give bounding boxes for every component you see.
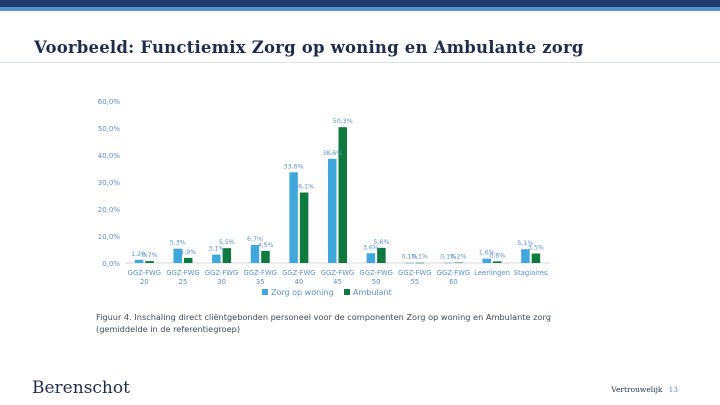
bar-ambulant	[531, 253, 541, 263]
legend-label: Zorg op woning	[271, 288, 334, 297]
figure-caption: Figuur 4. Inschaling direct cliëntgebond…	[96, 311, 556, 335]
bar-value-label: 5,6%	[373, 239, 389, 246]
x-tick-label: 20	[140, 278, 149, 286]
caption-line-2: (gemiddelde in de referentiegroep)	[96, 324, 241, 334]
bar-zorg-op-woning	[173, 248, 182, 263]
bar-zorg-op-woning	[521, 249, 530, 263]
y-tick-label: 0,0%	[102, 260, 120, 268]
bar-value-label: 33,6%	[284, 163, 304, 170]
x-tick-label: 50	[372, 278, 381, 286]
bar-value-label: 0,2%	[451, 253, 467, 260]
x-tick-label: 55	[410, 278, 419, 286]
bar-value-label: 5,1%	[517, 240, 533, 247]
bar-ambulant	[415, 262, 425, 264]
top-accent-stripe	[0, 7, 720, 11]
x-tick-label: GGZ-FWG	[282, 269, 315, 277]
bar-ambulant	[222, 248, 232, 263]
bar-value-label: 5,5%	[219, 239, 235, 246]
bar-ambulant	[183, 257, 193, 263]
bar-zorg-op-woning	[289, 172, 298, 263]
page-number: 13	[668, 385, 678, 394]
bar-ambulant	[299, 192, 309, 263]
top-accent-bar	[0, 0, 720, 7]
bar-value-label: 0,1%	[412, 254, 428, 261]
bar-value-label: 3,5%	[528, 245, 544, 252]
y-axis: 0,0% 10,0% 20,0% 30,0% 40,0% 50,0% 60,0%	[98, 98, 121, 268]
bar-ambulant	[261, 250, 270, 263]
footer-meta: Vertrouwelijk 13	[611, 385, 678, 394]
bar-value-label: 1,6%	[479, 250, 495, 257]
y-tick-label: 20,0%	[98, 206, 121, 214]
bar-ambulant	[454, 262, 463, 264]
bar-value-label: 1,9%	[180, 249, 196, 256]
y-tick-label: 10,0%	[98, 233, 121, 241]
bar-value-label: 0,1%	[402, 254, 418, 261]
bar-zorg-op-woning	[328, 158, 337, 263]
y-tick-label: 50,0%	[98, 125, 121, 133]
legend-label: Ambulant	[353, 288, 392, 297]
y-tick-label: 30,0%	[98, 179, 121, 187]
x-tick-label: GGZ-FWG	[128, 269, 161, 277]
bar-value-label: 6,7%	[247, 236, 263, 243]
bar-value-label: 3,6%	[363, 244, 379, 251]
bar-value-label: 0,7%	[142, 252, 158, 259]
slide-title: Voorbeeld: Functiemix Zorg op woning en …	[34, 38, 584, 57]
x-tick-label: 35	[256, 278, 265, 286]
bar-zorg-op-woning	[443, 262, 453, 264]
title-divider	[0, 62, 720, 63]
bar-value-label: 38,6%	[322, 150, 342, 157]
bar-zorg-op-woning	[212, 254, 221, 263]
x-tick-label: Stagiaires	[514, 269, 548, 277]
bars	[134, 127, 541, 264]
bar-ambulant	[338, 127, 347, 263]
x-tick-label: GGZ-FWG	[244, 269, 277, 277]
caption-line-1: Figuur 4. Inschaling direct cliëntgebond…	[96, 312, 551, 322]
x-tick-label: 30	[217, 278, 226, 286]
bar-ambulant	[145, 261, 154, 263]
x-tick-label: 60	[449, 278, 458, 286]
bar-value-label: 5,3%	[170, 240, 186, 247]
bar-value-label: 3,1%	[208, 246, 224, 253]
legend-swatch-zorg-op-woning	[262, 289, 268, 295]
x-tick-label: Leerlingen	[474, 269, 510, 277]
x-axis-labels: GGZ-FWG20GGZ-FWG25GGZ-FWG30GGZ-FWG35GGZ-…	[128, 269, 548, 286]
chart-legend: Zorg op woning Ambulant	[262, 288, 392, 297]
value-labels: 1,2%0,7% 5,3% 1,9% 3,1%5,5% 6,7%4,5% 33,6% 26,…	[131, 118, 544, 261]
bar-zorg-op-woning	[134, 259, 144, 263]
x-tick-label: GGZ-FWG	[205, 269, 238, 277]
bar-value-label: 26,1%	[294, 184, 314, 191]
bar-value-label: 4,5%	[257, 242, 273, 249]
x-tick-label: 45	[333, 278, 342, 286]
bar-value-label: 50,3%	[333, 118, 353, 125]
x-tick-label: GGZ-FWG	[321, 269, 354, 277]
bar-zorg-op-woning	[482, 258, 492, 263]
confidential-label: Vertrouwelijk	[611, 385, 663, 394]
bar-value-label: 0,6%	[489, 252, 505, 259]
x-tick-label: GGZ-FWG	[166, 269, 199, 277]
bar-value-label: 0,1%	[440, 254, 456, 261]
bar-zorg-op-woning	[405, 262, 414, 264]
brand-logo-text: Berenschot	[32, 378, 130, 398]
bar-zorg-op-woning	[250, 244, 260, 263]
x-tick-label: 25	[179, 278, 188, 286]
x-tick-label: GGZ-FWG	[359, 269, 392, 277]
x-tick-label: GGZ-FWG	[398, 269, 431, 277]
y-tick-label: 40,0%	[98, 152, 121, 160]
bar-ambulant	[377, 247, 386, 263]
bar-value-label: 1,2%	[131, 251, 147, 258]
bar-zorg-op-woning	[366, 253, 376, 263]
y-tick-label: 60,0%	[98, 98, 121, 106]
legend-swatch-ambulant	[344, 289, 350, 295]
x-tick-label: GGZ-FWG	[437, 269, 470, 277]
bar-ambulant	[493, 261, 502, 263]
x-tick-label: 40	[295, 278, 304, 286]
